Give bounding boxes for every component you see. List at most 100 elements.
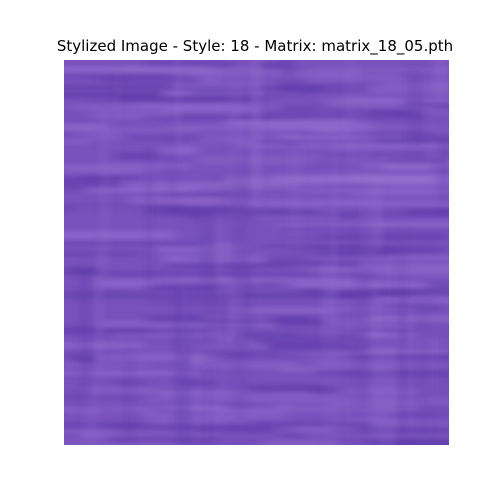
texture-streak: [143, 116, 307, 121]
texture-streak: [96, 353, 218, 363]
texture-streak: [342, 338, 449, 347]
figure-title: Stylized Image - Style: 18 - Matrix: mat…: [56, 37, 454, 55]
texture-streak: [64, 93, 160, 99]
texture-streak: [121, 181, 300, 191]
texture-streak: [64, 412, 73, 416]
texture-streak: [368, 287, 449, 296]
texture-streak: [166, 259, 359, 268]
texture-streak-vertical: [287, 143, 304, 249]
texture-streak: [108, 270, 257, 277]
texture-streak: [64, 203, 186, 213]
texture-streak: [64, 342, 144, 349]
texture-streak: [64, 230, 175, 240]
texture-streak: [323, 233, 449, 241]
texture-streak: [347, 98, 449, 102]
texture-streak: [178, 109, 234, 119]
texture-streak: [179, 380, 217, 385]
texture-streak: [109, 435, 220, 444]
texture-streak: [236, 309, 331, 313]
texture-streak: [64, 351, 125, 360]
texture-streak: [64, 128, 70, 136]
texture-streak: [68, 104, 228, 112]
texture-streak: [323, 252, 357, 258]
texture-streak-vertical: [370, 177, 383, 251]
texture-streak-vertical: [398, 299, 409, 445]
texture-streak-vertical: [396, 234, 407, 335]
texture-streak: [168, 191, 243, 198]
texture-streak: [117, 384, 156, 388]
texture-streak: [237, 111, 424, 120]
texture-streak: [64, 392, 160, 401]
texture-streak: [232, 332, 364, 340]
texture-streak-vertical: [378, 342, 396, 445]
texture-streak-vertical: [438, 323, 449, 395]
texture-streak-vertical: [115, 73, 120, 171]
stylized-image: [64, 60, 449, 445]
texture-streak: [381, 164, 432, 171]
texture-streak: [327, 318, 438, 325]
texture-streak: [309, 68, 449, 73]
texture-streak-vertical: [147, 152, 152, 289]
texture-streak: [107, 326, 152, 335]
texture-streak: [64, 421, 142, 431]
texture-streak: [64, 291, 219, 300]
texture-streak: [217, 294, 348, 301]
texture-streak: [113, 424, 275, 434]
texture-streak: [144, 60, 233, 69]
texture-streak-vertical: [175, 60, 181, 152]
texture-streak: [192, 90, 308, 98]
texture-streak: [304, 129, 354, 134]
texture-streak: [311, 267, 449, 276]
texture-streak: [289, 236, 348, 240]
texture-streak: [328, 106, 444, 109]
texture-streak: [374, 297, 449, 305]
texture-streak-vertical: [344, 60, 359, 172]
texture-streak: [165, 107, 257, 113]
texture-streak-vertical: [99, 118, 110, 279]
texture-streak-vertical: [219, 294, 231, 354]
texture-streak: [155, 247, 208, 252]
texture-streak: [277, 84, 364, 93]
texture-streak: [183, 255, 389, 259]
texture-streak: [116, 96, 266, 102]
texture-streak-vertical: [77, 268, 93, 410]
texture-streak: [142, 413, 191, 416]
texture-streak: [193, 71, 403, 81]
texture-streak: [64, 362, 158, 367]
texture-streak-vertical: [282, 60, 295, 80]
texture-streak: [225, 120, 357, 126]
texture-streak: [143, 205, 242, 215]
texture-streak: [226, 206, 294, 210]
texture-streak: [374, 438, 449, 445]
texture-streak: [85, 100, 258, 103]
texture-streak-vertical: [201, 276, 219, 366]
texture-streak-vertical: [198, 221, 215, 281]
texture-streak: [102, 77, 203, 84]
texture-streak: [151, 416, 251, 425]
texture-streak: [280, 104, 364, 112]
texture-streak: [86, 187, 194, 192]
texture-streak: [122, 67, 284, 72]
texture-streak: [64, 121, 107, 131]
texture-streak: [170, 277, 361, 282]
texture-streak-vertical: [413, 301, 432, 436]
texture-streak: [207, 345, 364, 353]
texture-streak: [171, 80, 274, 88]
stylized-image-texture: [64, 60, 449, 445]
texture-streak-vertical: [369, 274, 381, 437]
texture-streak: [275, 387, 424, 396]
texture-streak: [260, 440, 341, 445]
texture-streak-vertical: [215, 211, 225, 298]
texture-streak: [64, 128, 193, 132]
texture-streak: [175, 404, 251, 412]
texture-streak: [243, 403, 276, 409]
texture-streak-vertical: [331, 142, 338, 275]
texture-streak-vertical: [204, 369, 210, 445]
texture-streak: [346, 210, 449, 216]
texture-streak: [64, 72, 175, 78]
texture-streak: [200, 134, 355, 143]
texture-streak-vertical: [322, 277, 340, 445]
texture-streak: [257, 62, 289, 71]
texture-streak-vertical: [95, 248, 104, 376]
texture-streak-vertical: [434, 60, 447, 96]
